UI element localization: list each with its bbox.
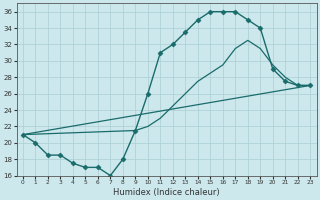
X-axis label: Humidex (Indice chaleur): Humidex (Indice chaleur) — [113, 188, 220, 197]
